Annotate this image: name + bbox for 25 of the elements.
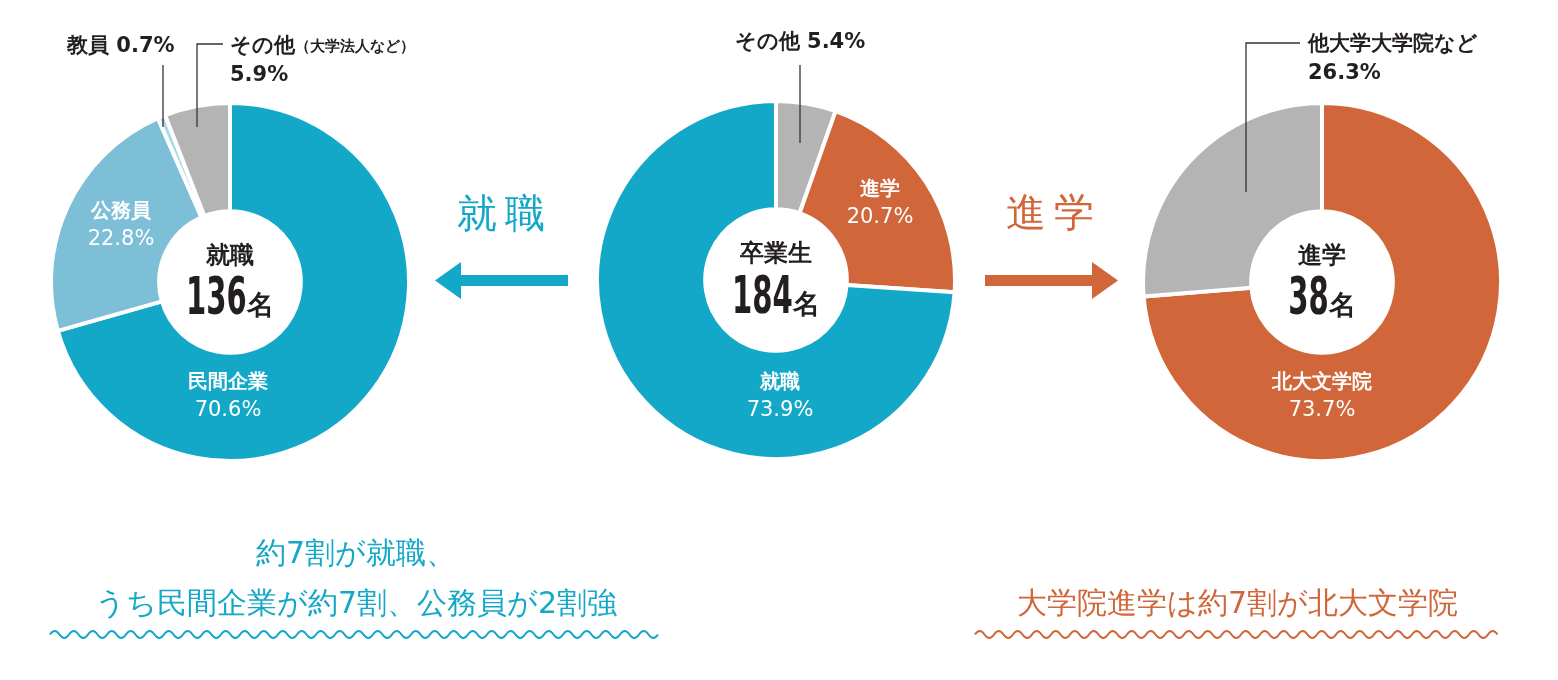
slice-label: 他大学大学院など (1307, 31, 1478, 56)
data-label: 22.8% (87, 226, 155, 251)
text: 約7割が就職、 (254, 534, 458, 572)
text: うち民間企業が約7割、公務員が2割強 (93, 584, 619, 622)
slice-label: 教員 (66, 33, 109, 58)
slice-label: 公務員 (90, 198, 152, 223)
data-label: 0.7% (109, 33, 175, 58)
slice-label: 民間企業 (188, 369, 268, 394)
slice-label: その他（大学法人など） (230, 33, 415, 58)
slice-label: 進学 (860, 176, 900, 201)
data-label: 73.9% (746, 397, 814, 422)
slice-label: 就職 (759, 369, 800, 394)
text: 進学 (1298, 241, 1346, 270)
slice-label: その他 (734, 29, 801, 54)
data-label: 5.4% (799, 29, 866, 54)
text: 就職 (456, 189, 554, 238)
data-label: 70.6% (194, 397, 262, 422)
data-label: 5.9% (230, 62, 289, 87)
slice-label: 北大文学院 (1271, 369, 1372, 394)
text: 大学院進学は約7割が北大文学院 (1015, 584, 1460, 622)
text: 進学 (1005, 188, 1103, 237)
data-label: 73.7% (1288, 397, 1356, 422)
data-label: 20.7% (846, 204, 914, 229)
text: 就職 (205, 241, 254, 270)
data-label: 26.3% (1308, 60, 1381, 85)
